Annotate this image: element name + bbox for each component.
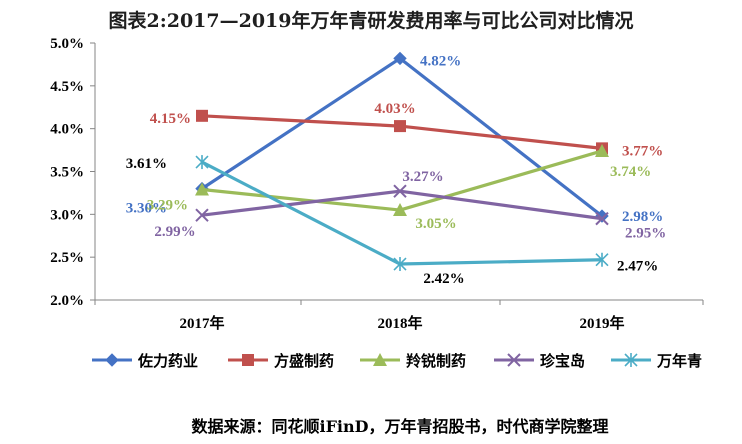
legend-marker [105, 353, 119, 367]
data-label: 4.15% [150, 111, 191, 127]
series-layer [195, 51, 609, 272]
legend-marker [242, 354, 254, 366]
y-tick-label: 3.5% [50, 165, 84, 181]
legend-item-5: 万年青 [611, 352, 702, 370]
legend-label: 万年青 [656, 352, 702, 370]
data-label: 2.95% [625, 226, 666, 242]
data-label: 2.47% [617, 259, 658, 275]
legend-label: 方盛制药 [274, 352, 334, 370]
y-tick-label: 3.0% [50, 207, 84, 223]
data-point [595, 252, 609, 267]
series-4 [195, 184, 609, 226]
x-tick-label: 2018年 [377, 314, 422, 332]
axes: 2.0% 2.5% 3.0% 3.5% 4.0% 4.5% 5.0% 2017年 2018年 20… [50, 36, 704, 332]
legend-marker [624, 353, 638, 367]
data-label: 3.29% [147, 197, 188, 213]
x-tick-label: 2019年 [579, 314, 624, 332]
marker-stroke [507, 353, 521, 367]
legend-label: 佐力药业 [137, 352, 198, 370]
data-label: 3.30% [126, 201, 167, 217]
data-point [393, 257, 407, 272]
data-label: 2.99% [154, 224, 195, 240]
data-label: 3.05% [415, 216, 456, 232]
y-tick-label: 2.5% [50, 250, 84, 266]
data-label: 2.42% [423, 271, 464, 287]
data-point [595, 143, 609, 157]
y-tick-label: 5.0% [50, 36, 84, 52]
data-label: 3.27% [402, 169, 443, 185]
data-point [393, 51, 407, 66]
data-label: 3.77% [622, 143, 663, 159]
marker-stroke [195, 208, 209, 222]
data-point [196, 109, 208, 122]
legend-marker [373, 353, 387, 366]
data-point [393, 203, 407, 217]
y-tick-label: 4.0% [50, 122, 84, 138]
legend-item-1: 佐力药业 [92, 352, 198, 370]
series-5 [195, 155, 609, 272]
source-note: 数据来源：同花顺iFinD，万年青招股书，时代商学院整理 [191, 417, 608, 436]
chart-title: 图表2:2017—2019年万年青研发费用率与可比公司对比情况 [109, 9, 634, 32]
data-label: 3.61% [126, 156, 167, 172]
data-label: 3.74% [610, 164, 651, 180]
legend-item-2: 方盛制药 [228, 352, 334, 370]
y-tick-label: 2.0% [50, 293, 84, 309]
data-labels: 3.30% 4.82% 2.98% 4.15% 4.03% 3.77% 3.29% 3.05%… [126, 53, 667, 287]
data-label: 4.03% [374, 101, 415, 117]
data-point [595, 211, 609, 226]
y-tick-label: 4.5% [50, 79, 84, 95]
legend: 佐力药业 方盛制药 羚锐制药 珍宝岛 万年青 [92, 352, 702, 370]
data-point [195, 182, 209, 196]
legend-label: 珍宝岛 [540, 352, 585, 370]
data-label: 4.82% [420, 53, 461, 69]
data-point [195, 155, 209, 170]
data-point [393, 184, 407, 198]
legend-item-3: 羚锐制药 [360, 352, 466, 370]
marker-stroke [595, 211, 609, 226]
data-label: 2.98% [622, 209, 663, 225]
data-point [394, 120, 406, 133]
x-tick-label: 2017年 [179, 314, 224, 332]
data-point [195, 208, 209, 222]
legend-item-4: 珍宝岛 [494, 352, 585, 370]
legend-marker [507, 353, 521, 367]
legend-label: 羚锐制药 [406, 352, 466, 370]
marker-stroke [393, 184, 407, 198]
